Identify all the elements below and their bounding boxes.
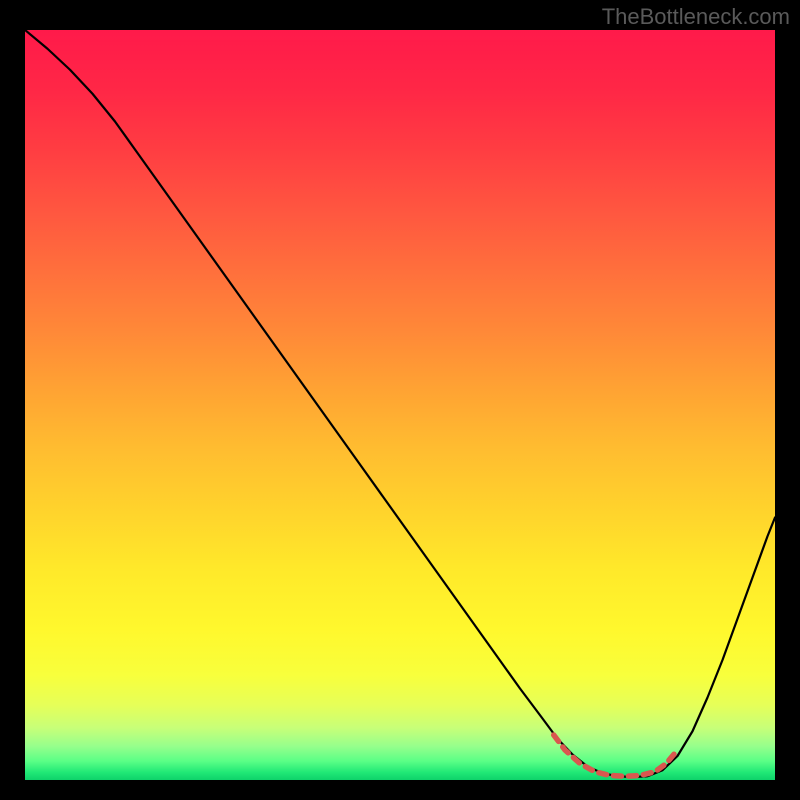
gradient-background [25,30,775,780]
watermark-text: TheBottleneck.com [602,4,790,30]
plot-svg [25,30,775,780]
chart-container: TheBottleneck.com [0,0,800,800]
plot-area [25,30,775,780]
